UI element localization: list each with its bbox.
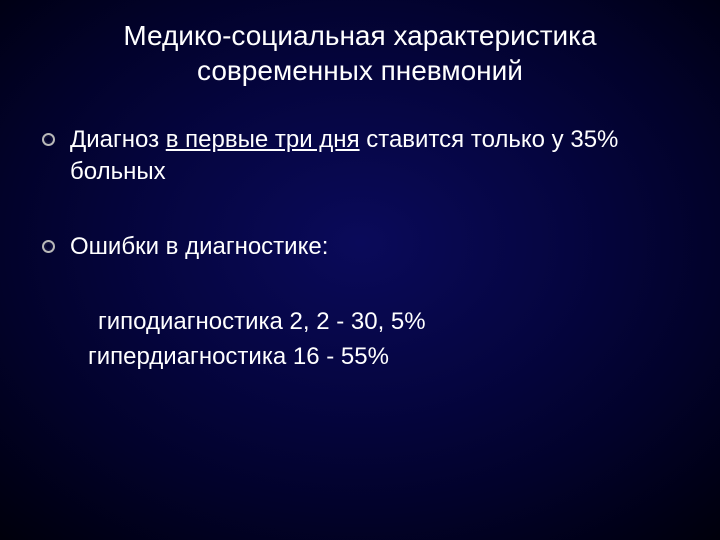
bullet-text-1: Диагноз в первые три дня ставится только…: [70, 124, 690, 189]
sub-line-1: гиподиагностика 2, 2 - 30, 5%: [98, 305, 690, 340]
bullet-ring-icon: [42, 231, 70, 253]
slide-title: Медико-социальная характеристика совреме…: [0, 0, 720, 88]
bullet-text-2: Ошибки в диагностике:: [70, 231, 328, 263]
slide-body: Диагноз в первые три дня ставится только…: [0, 88, 720, 375]
title-line-2: современных пневмоний: [0, 53, 720, 88]
sub-line-2: гипердиагностика 16 - 55%: [88, 340, 690, 375]
bullet-1-pre: Диагноз: [70, 126, 166, 153]
title-line-1: Медико-социальная характеристика: [0, 18, 720, 53]
bullet-item: Диагноз в первые три дня ставится только…: [42, 124, 690, 189]
bullet-1-underlined: в первые три дня: [166, 126, 360, 153]
sub-block: гиподиагностика 2, 2 - 30, 5% гипердиагн…: [42, 305, 690, 375]
bullet-2-pre: Ошибки в диагностике:: [70, 233, 328, 260]
bullet-ring-icon: [42, 124, 70, 146]
bullet-item: Ошибки в диагностике:: [42, 231, 690, 263]
